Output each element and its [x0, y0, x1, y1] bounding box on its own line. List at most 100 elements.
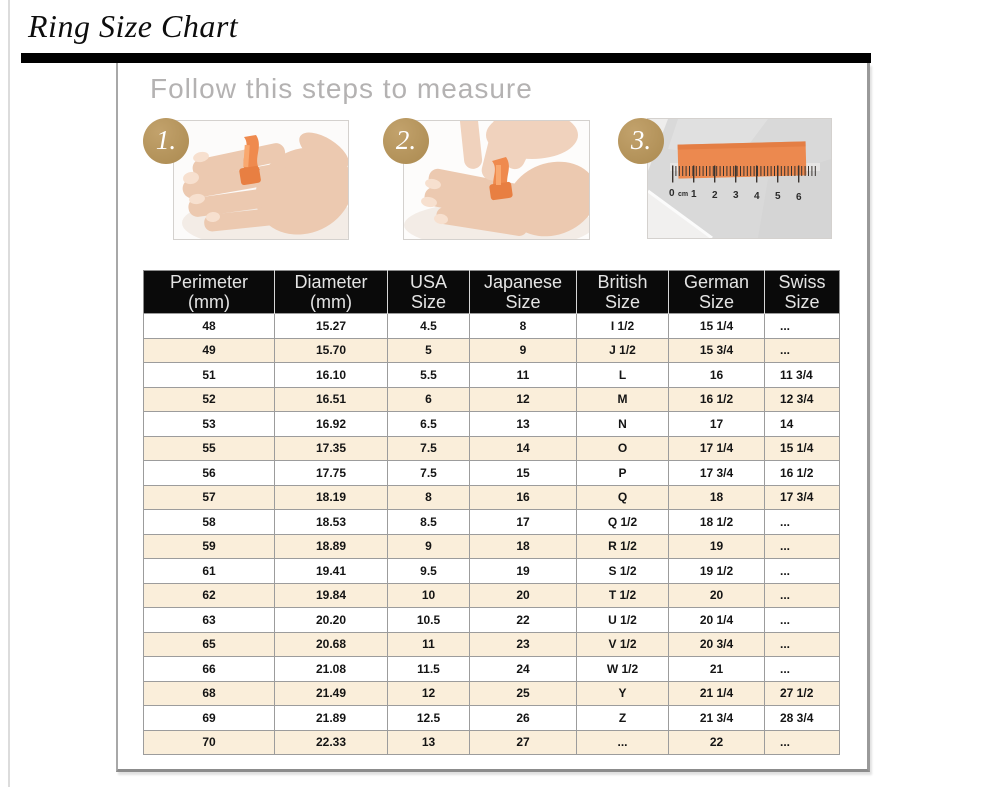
cell-perimeter: 52 [143, 386, 275, 412]
cell-perimeter: 55 [143, 435, 275, 461]
table-body: 48 15.27 4.5 8 I 1/2 15 1/4... 49 15.70 5 9 J 1/2 1… [143, 313, 840, 755]
title-underline-bar [21, 53, 871, 63]
step2-badge: 2. [383, 118, 429, 164]
cell-usa: 13 [387, 729, 470, 755]
cell-british: Y [576, 680, 669, 706]
cell-swiss: ... [764, 313, 840, 339]
cell-japanese: 26 [469, 705, 577, 731]
cell-japanese: 22 [469, 607, 577, 633]
cell-swiss: ... [764, 729, 840, 755]
ruler-label-4: 4 [754, 191, 760, 202]
cell-swiss: ... [764, 509, 840, 535]
cell-usa: 11.5 [387, 656, 470, 682]
cell-british: M [576, 386, 669, 412]
cell-perimeter: 61 [143, 558, 275, 584]
cell-diameter: 15.70 [274, 337, 388, 363]
cell-diameter: 17.75 [274, 460, 388, 486]
cell-usa: 5 [387, 337, 470, 363]
step3-ruler-photo: 0 cm 1 2 3 4 5 6 [647, 118, 832, 239]
step1-illustration [174, 121, 348, 239]
cell-diameter: 19.84 [274, 582, 388, 608]
cell-german: 21 3/4 [668, 705, 765, 731]
cell-german: 21 1/4 [668, 680, 765, 706]
column-header-british: British Size [576, 270, 669, 314]
cell-british: O [576, 435, 669, 461]
table-row: 57 18.19 8 16 Q 18 17 3/4 [143, 484, 840, 510]
cell-usa: 6.5 [387, 411, 470, 437]
cell-usa: 11 [387, 631, 470, 657]
table-row: 70 22.33 13 27... 22... [143, 729, 840, 755]
cell-diameter: 21.89 [274, 705, 388, 731]
column-header-diameter: Diameter (mm) [274, 270, 388, 314]
table-row: 48 15.27 4.5 8 I 1/2 15 1/4... [143, 313, 840, 339]
cell-usa: 10 [387, 582, 470, 608]
cell-german: 19 1/2 [668, 558, 765, 584]
column-header-usa: USA Size [387, 270, 470, 314]
cell-diameter: 20.20 [274, 607, 388, 633]
ruler-label-0: 0 [669, 188, 675, 199]
cell-diameter: 17.35 [274, 435, 388, 461]
table-row: 58 18.53 8.5 17 Q 1/2 18 1/2... [143, 509, 840, 535]
page-title: Ring Size Chart [28, 8, 239, 44]
table-row: 55 17.35 7.5 14 O 17 1/4 15 1/4 [143, 435, 840, 461]
cell-japanese: 15 [469, 460, 577, 486]
ruler-label-3: 3 [733, 190, 739, 201]
cell-perimeter: 68 [143, 680, 275, 706]
cell-swiss: ... [764, 582, 840, 608]
step1-badge: 1. [143, 118, 189, 164]
cell-british: S 1/2 [576, 558, 669, 584]
table-row: 65 20.68 11 23 V 1/2 20 3/4... [143, 631, 840, 657]
cell-british: Z [576, 705, 669, 731]
cell-british: W 1/2 [576, 656, 669, 682]
cell-perimeter: 51 [143, 362, 275, 388]
cell-german: 20 3/4 [668, 631, 765, 657]
cell-british: ... [576, 729, 669, 755]
cell-japanese: 25 [469, 680, 577, 706]
cell-british: V 1/2 [576, 631, 669, 657]
cell-german: 20 1/4 [668, 607, 765, 633]
column-header-german: German Size [668, 270, 765, 314]
cell-perimeter: 62 [143, 582, 275, 608]
cell-japanese: 19 [469, 558, 577, 584]
ribbon-on-finger [239, 135, 261, 186]
cell-british: T 1/2 [576, 582, 669, 608]
cell-german: 17 [668, 411, 765, 437]
cell-swiss: ... [764, 337, 840, 363]
cell-japanese: 9 [469, 337, 577, 363]
cell-usa: 9.5 [387, 558, 470, 584]
table-row: 53 16.92 6.5 13 N 17 14 [143, 411, 840, 437]
cell-diameter: 21.49 [274, 680, 388, 706]
cell-german: 16 [668, 362, 765, 388]
table-row: 51 16.10 5.5 11 L 16 11 3/4 [143, 362, 840, 388]
cell-diameter: 22.33 [274, 729, 388, 755]
cell-diameter: 16.51 [274, 386, 388, 412]
cell-diameter: 16.10 [274, 362, 388, 388]
cell-usa: 7.5 [387, 460, 470, 486]
content-box: Follow this steps to measure [116, 63, 870, 772]
cell-perimeter: 59 [143, 533, 275, 559]
cell-usa: 12.5 [387, 705, 470, 731]
ruler-label-5: 5 [775, 191, 781, 202]
table-row: 49 15.70 5 9 J 1/2 15 3/4... [143, 337, 840, 363]
cell-diameter: 18.19 [274, 484, 388, 510]
cell-german: 17 3/4 [668, 460, 765, 486]
cell-japanese: 12 [469, 386, 577, 412]
cell-british: Q 1/2 [576, 509, 669, 535]
cell-perimeter: 48 [143, 313, 275, 339]
cell-german: 16 1/2 [668, 386, 765, 412]
cell-japanese: 24 [469, 656, 577, 682]
cell-perimeter: 70 [143, 729, 275, 755]
cell-swiss: 28 3/4 [764, 705, 840, 731]
cell-perimeter: 49 [143, 337, 275, 363]
cell-perimeter: 66 [143, 656, 275, 682]
ring-size-table: Perimeter (mm) Diameter (mm) USA Size Japanese… [143, 270, 840, 755]
cell-usa: 10.5 [387, 607, 470, 633]
cell-british: U 1/2 [576, 607, 669, 633]
cell-british: R 1/2 [576, 533, 669, 559]
ruler-label-1: 1 [691, 189, 697, 200]
cell-british: J 1/2 [576, 337, 669, 363]
cell-japanese: 23 [469, 631, 577, 657]
cell-diameter: 16.92 [274, 411, 388, 437]
ruler-label-2: 2 [712, 190, 718, 201]
cell-perimeter: 53 [143, 411, 275, 437]
